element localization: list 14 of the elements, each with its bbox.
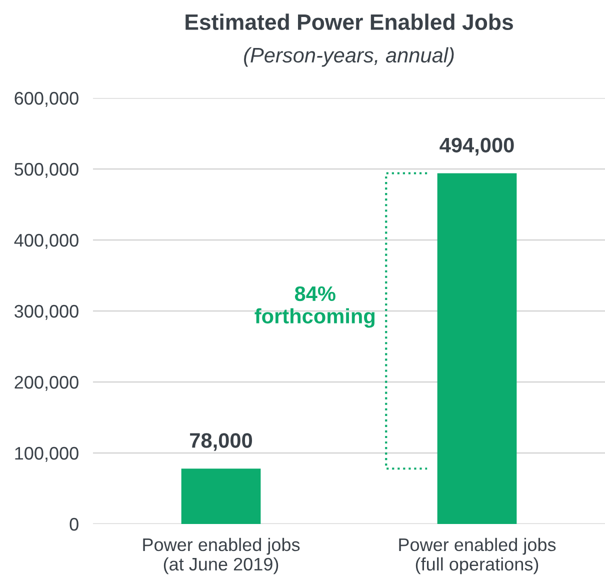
chart-subtitle: (Person-years, annual): [244, 47, 454, 67]
x-tick-label: Power enabled jobs (at June 2019): [143, 538, 300, 574]
y-tick-label: 200,000: [14, 376, 78, 391]
y-tick-label: 600,000: [14, 92, 78, 107]
x-tick-label: Power enabled jobs (full operations): [399, 538, 556, 574]
y-tick-label: 500,000: [14, 162, 78, 178]
data-label: 78,000: [190, 433, 252, 451]
y-tick-label: 0: [70, 518, 78, 531]
y-tick-label: 400,000: [14, 234, 78, 249]
y-tick-label: 300,000: [14, 304, 78, 320]
chart-title: Estimated Power Enabled Jobs: [186, 14, 513, 30]
data-label: 494,000: [440, 138, 514, 156]
annotation: 84% forthcoming: [254, 286, 374, 328]
y-tick-label: 100,000: [15, 446, 78, 462]
